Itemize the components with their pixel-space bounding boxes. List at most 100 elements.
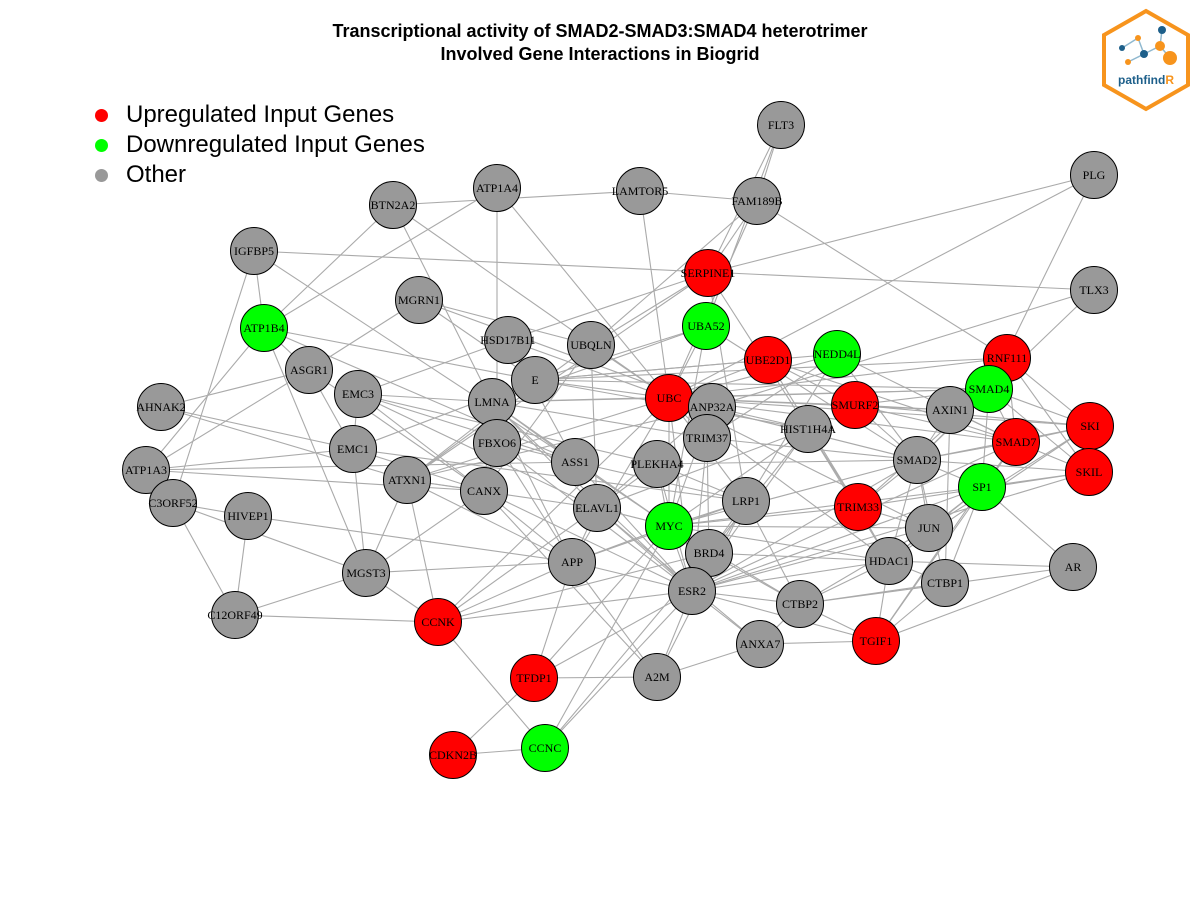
edge-esr2-tfdp1 (533, 590, 693, 679)
edge-tlx3-anp32a (711, 289, 1095, 408)
edge-igfbp5-c3orf52 (172, 250, 255, 504)
node-smad2: SMAD2 (893, 436, 941, 484)
node-label-fbxo6: FBXO6 (478, 436, 516, 450)
node-anxa7: ANXA7 (736, 620, 784, 668)
edge-app-mgst3 (365, 561, 573, 574)
node-circle-axin1 (926, 386, 974, 434)
node-circle-fbxo6 (473, 419, 521, 467)
node-circle-esr2 (668, 567, 716, 615)
edge-ctbp1-ctbp2 (799, 582, 946, 605)
node-app: APP (548, 538, 596, 586)
node-ctbp1: CTBP1 (921, 559, 969, 607)
node-label-c3orf52: C3ORF52 (148, 496, 197, 510)
node-label-smad4: SMAD4 (969, 382, 1010, 396)
node-uba52: UBA52 (682, 302, 730, 350)
node-label-smad2: SMAD2 (897, 453, 938, 467)
node-circle-smad4 (965, 365, 1013, 413)
logo-text-r: R (1165, 73, 1174, 87)
node-tgif1: TGIF1 (852, 617, 900, 665)
edge-hsd17b11-emc3 (357, 339, 509, 395)
node-atp1b4: ATP1B4 (240, 304, 288, 352)
edge-myc-ccnc (544, 525, 670, 749)
node-label-ctbp2: CTBP2 (782, 597, 818, 611)
node-circle-c3orf52 (149, 479, 197, 527)
edge-hsd17b11-ubc (507, 339, 670, 399)
node-label-smurf2: SMURF2 (832, 398, 879, 412)
edge-uba52-smad2 (705, 325, 918, 461)
node-circle-ccnc (521, 724, 569, 772)
legend-item-other: Other (95, 160, 425, 190)
edge-asgr1-atp1a3 (145, 369, 310, 471)
node-label-fam189b: FAM189B (731, 194, 782, 208)
node-c3orf52: C3ORF52 (148, 479, 198, 527)
node-serpine1: SERPINE1 (681, 249, 735, 297)
edge-emc3-canx (357, 393, 485, 492)
node-circle-plekha4 (633, 440, 681, 488)
edge-hist1h4a-myc (668, 428, 809, 527)
node-circle-canx (460, 467, 508, 515)
edge-smad2-esr2 (691, 459, 918, 592)
node-circle-trim37 (683, 414, 731, 462)
edge-emc3-ass1 (357, 393, 576, 463)
node-label-e: E (531, 373, 538, 387)
edge-smad2-skil (916, 459, 1090, 473)
node-ctbp2: CTBP2 (776, 580, 824, 628)
edge-canx-esr2 (483, 490, 693, 592)
node-label-anp32a: ANP32A (690, 400, 735, 414)
edge-axin1-ctbp1 (944, 409, 951, 584)
node-circle-ube2d1 (744, 336, 792, 384)
node-label-mgrn1: MGRN1 (398, 293, 440, 307)
edge-hdac1-ar (888, 560, 1074, 568)
node-circle-hsd17b11 (484, 316, 532, 364)
node-label-ccnk: CCNK (421, 615, 455, 629)
edge-c3orf52-mgst3 (172, 502, 367, 574)
node-label-igfbp5: IGFBP5 (234, 244, 274, 258)
node-label-ctbp1: CTBP1 (927, 576, 963, 590)
edge-atp1b4-atp1a3 (145, 327, 265, 471)
edge-atp1b4-mgst3 (263, 327, 367, 574)
node-circle-asgr1 (285, 346, 333, 394)
node-brd4: BRD4 (685, 529, 733, 577)
edge-ccnk-ccnc (437, 621, 546, 749)
edge-sp1-tgif1 (875, 486, 983, 642)
node-circle-ctbp2 (776, 580, 824, 628)
edge-plekha4-smad2 (656, 459, 918, 465)
node-label-sp1: SP1 (972, 480, 991, 494)
node-emc1: EMC1 (329, 425, 377, 473)
node-label-elavl1: ELAVL1 (575, 501, 619, 515)
edge-uba52-e (534, 325, 707, 381)
edge-flt3-uba52 (705, 124, 782, 327)
node-label-hivep1: HIVEP1 (227, 509, 268, 523)
svg-text:pathfindR: pathfindR (1118, 73, 1174, 87)
node-circle-ahnak2 (137, 383, 185, 431)
node-lmna: LMNA (468, 378, 516, 426)
edge-hist1h4a-elavl1 (596, 428, 809, 509)
node-c12orf49: C12ORF49 (207, 591, 263, 639)
node-a2m: A2M (633, 653, 681, 701)
network-hexagon-icon (1119, 26, 1177, 65)
edge-emc1-atp1a3 (145, 448, 354, 471)
node-circle-anxa7 (736, 620, 784, 668)
edge-ahnak2-emc1 (160, 406, 354, 450)
node-trim33: TRIM33 (834, 483, 882, 531)
node-circle-cdkn2b (429, 731, 477, 779)
legend: Upregulated Input Genes Downregulated In… (95, 100, 425, 190)
node-label-tfdp1: TFDP1 (516, 671, 551, 685)
node-circle-flt3 (757, 101, 805, 149)
node-label-ubc: UBC (657, 391, 682, 405)
node-circle-a2m (633, 653, 681, 701)
node-label-ccnc: CCNC (529, 741, 562, 755)
node-esr2: ESR2 (668, 567, 716, 615)
legend-dot-upregulated (95, 108, 108, 122)
node-atp1a3: ATP1A3 (122, 446, 170, 494)
node-jun: JUN (905, 504, 953, 552)
edge-ski-jun (928, 425, 1091, 529)
node-trim37: TRIM37 (683, 414, 731, 462)
edge-sp1-myc (668, 486, 983, 527)
node-label-esr2: ESR2 (678, 584, 706, 598)
edge-esr2-ccnk (437, 590, 693, 623)
node-label-plekha4: PLEKHA4 (630, 457, 683, 471)
node-circle-fam189b (733, 177, 781, 225)
edge-layer (145, 124, 1095, 756)
node-label-atxn1: ATXN1 (388, 473, 426, 487)
